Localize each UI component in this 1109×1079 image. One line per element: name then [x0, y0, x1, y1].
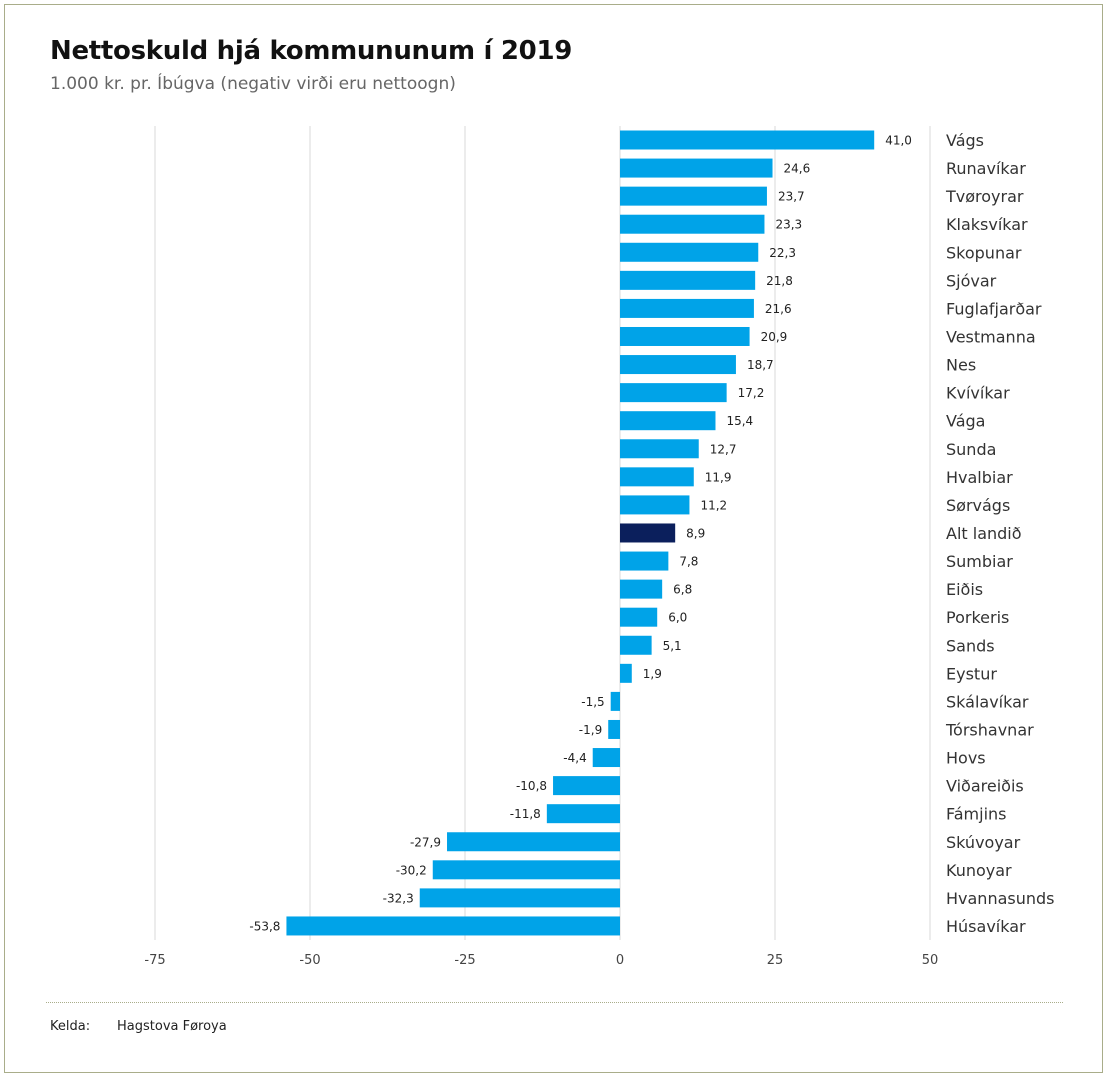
bar[interactable] [620, 439, 699, 459]
bar[interactable] [620, 298, 754, 318]
x-tick-label: 25 [767, 953, 784, 968]
category-label: Fuglafjarðar [946, 299, 1042, 318]
category-label: Vágs [946, 131, 984, 150]
category-label: Hvalbiar [946, 468, 1013, 487]
data-label: -30,2 [396, 863, 427, 877]
bar[interactable] [620, 270, 756, 290]
data-label: 7,8 [679, 555, 698, 569]
category-label: Sørvágs [946, 496, 1010, 515]
bar[interactable] [620, 467, 694, 487]
bar[interactable] [620, 579, 663, 599]
category-label: Skúvoyar [946, 833, 1021, 852]
data-label: 11,9 [705, 470, 732, 484]
data-label: 24,6 [784, 162, 811, 176]
bar[interactable] [620, 158, 773, 178]
data-label: -27,9 [410, 835, 441, 849]
bar[interactable] [447, 832, 620, 852]
bar[interactable] [553, 776, 620, 796]
category-label: Runavíkar [946, 159, 1026, 178]
data-label: -10,8 [516, 779, 547, 793]
data-label: 8,9 [686, 526, 705, 540]
category-label: Vága [946, 412, 985, 431]
bar[interactable] [546, 804, 620, 824]
bar[interactable] [620, 635, 652, 655]
category-label: Sjóvar [946, 271, 997, 290]
category-label: Sunda [946, 440, 996, 459]
data-label: 12,7 [710, 442, 737, 456]
x-tick-label: -50 [299, 953, 320, 968]
bar[interactable] [608, 719, 620, 739]
footer-divider [46, 1002, 1063, 1003]
bar-chart: -75 -50 -25 0 25 50 41,0 Vágs 24,6 Runavíkar 23,7 T… [144, 126, 1055, 968]
category-label: Skálavíkar [946, 692, 1029, 711]
category-label: Porkeris [946, 608, 1009, 627]
data-label: -1,5 [581, 695, 604, 709]
bar[interactable] [620, 326, 750, 346]
category-label: Fámjins [946, 805, 1007, 824]
category-label: Skopunar [946, 243, 1022, 262]
data-label: 23,3 [775, 218, 802, 232]
category-label: Kunoyar [946, 861, 1012, 880]
category-label: Sands [946, 636, 995, 655]
bar[interactable] [419, 888, 620, 908]
data-label: -4,4 [563, 751, 586, 765]
source-value: Hagstova Føroya [117, 1019, 227, 1034]
chart-subtitle: 1.000 kr. pr. Íbúgva (negativ virði eru … [50, 74, 456, 94]
data-label: 6,8 [673, 583, 692, 597]
category-label: Nes [946, 356, 976, 375]
x-tick-label: -75 [144, 953, 165, 968]
bar[interactable] [286, 916, 620, 936]
category-label: Tórshavnar [945, 720, 1034, 739]
data-label: 22,3 [769, 246, 796, 260]
bar[interactable] [620, 186, 767, 206]
category-label: Eystur [946, 664, 997, 683]
data-label: 21,6 [765, 302, 792, 316]
x-tick-label: -25 [454, 953, 475, 968]
data-label: 5,1 [663, 639, 682, 653]
data-label: -1,9 [579, 723, 602, 737]
bar[interactable] [620, 663, 632, 683]
category-label: Tvøroyrar [945, 187, 1024, 206]
bar[interactable] [620, 495, 690, 515]
bar[interactable] [620, 607, 658, 627]
data-label: 15,4 [726, 414, 753, 428]
bar[interactable] [620, 130, 875, 150]
category-label: Alt landið [946, 524, 1022, 543]
category-label: Vestmanna [946, 327, 1036, 346]
data-label: 6,0 [668, 611, 687, 625]
source-label: Kelda: [50, 1019, 91, 1034]
category-label: Hvannasunds [946, 889, 1055, 908]
data-label: 20,9 [761, 330, 788, 344]
data-label: 18,7 [747, 358, 774, 372]
bar[interactable] [592, 748, 620, 768]
data-label: 21,8 [766, 274, 793, 288]
category-label: Eiðis [946, 580, 983, 599]
category-label: Sumbiar [946, 552, 1013, 571]
category-label: Kvívíkar [946, 384, 1010, 403]
data-label: -11,8 [510, 807, 541, 821]
category-label: Klaksvíkar [946, 215, 1028, 234]
bar[interactable] [620, 551, 669, 571]
bar[interactable] [620, 383, 727, 403]
data-label: 17,2 [738, 386, 765, 400]
bar[interactable] [620, 242, 759, 262]
data-label: 23,7 [778, 190, 805, 204]
chart-title: Nettoskuld hjá kommununum í 2019 [50, 36, 573, 66]
data-label: 1,9 [643, 667, 662, 681]
data-label: 11,2 [700, 498, 727, 512]
category-label: Hovs [946, 749, 986, 768]
category-label: Húsavíkar [946, 917, 1026, 936]
data-label: -32,3 [383, 891, 414, 905]
bar[interactable] [620, 411, 716, 431]
bar[interactable] [432, 860, 620, 880]
bar-highlight[interactable] [620, 523, 676, 543]
category-label: Viðareiðis [946, 777, 1024, 796]
x-tick-label: 0 [616, 953, 624, 968]
bar[interactable] [610, 691, 620, 711]
data-label: 41,0 [885, 134, 912, 148]
bar[interactable] [620, 355, 736, 375]
bar[interactable] [620, 214, 765, 234]
x-tick-label: 50 [922, 953, 939, 968]
data-label: -53,8 [249, 919, 280, 933]
